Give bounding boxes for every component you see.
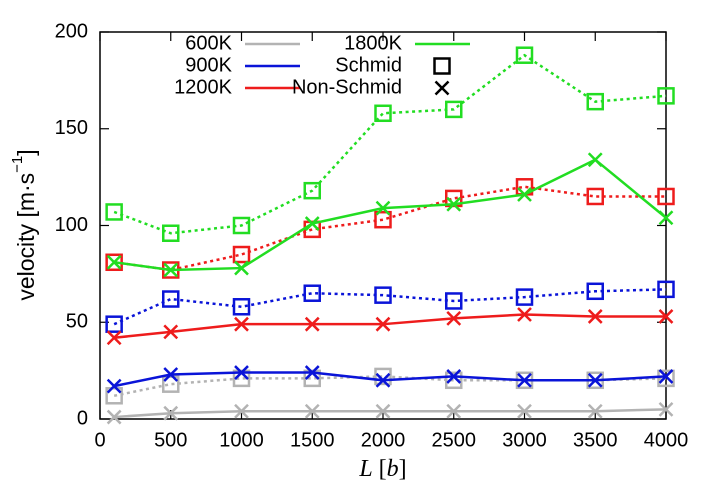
marker-square xyxy=(515,288,534,306)
x-tick-label: 500 xyxy=(154,429,187,451)
x-label-var: L xyxy=(358,456,372,482)
marker-cross xyxy=(234,316,249,332)
marker-cross xyxy=(163,324,179,340)
marker-square xyxy=(586,92,604,111)
marker-cross xyxy=(163,367,179,382)
marker-square xyxy=(162,290,180,308)
marker-cross xyxy=(446,310,462,326)
marker-cross xyxy=(234,260,249,276)
marker-square xyxy=(303,284,321,302)
y-label-sup: −1 xyxy=(9,156,26,173)
marker-cross xyxy=(106,254,122,270)
x-tick-label: 2500 xyxy=(432,429,477,451)
marker-cross xyxy=(375,403,391,419)
marker-cross xyxy=(375,200,391,216)
legend-label: 600K xyxy=(185,32,232,54)
marker-square xyxy=(445,100,463,119)
marker-cross xyxy=(434,80,450,96)
y-tick-label: 100 xyxy=(55,214,88,236)
marker-cross xyxy=(234,365,249,380)
x-label-unit: b xyxy=(387,456,399,482)
marker-cross xyxy=(658,369,674,384)
marker-square xyxy=(374,104,392,123)
marker-square xyxy=(433,57,451,75)
marker-cross xyxy=(375,372,391,388)
x-tick-label: 3000 xyxy=(502,429,547,451)
marker-square xyxy=(162,224,180,242)
x-tick-label: 3500 xyxy=(573,429,618,451)
legend-label: 1800K xyxy=(344,32,402,54)
y-tick-label: 150 xyxy=(55,117,88,139)
series-line xyxy=(113,185,666,272)
marker-cross xyxy=(375,316,391,332)
marker-square xyxy=(232,245,251,264)
marker-cross xyxy=(304,365,320,380)
marker-cross xyxy=(163,405,179,421)
x-label-close: ] xyxy=(399,456,407,482)
marker-cross xyxy=(587,152,603,168)
marker-square xyxy=(162,375,180,393)
marker-cross xyxy=(517,307,532,322)
y-label-text: velocity [m·s xyxy=(13,173,39,301)
legend-label: Non-Schmid xyxy=(292,76,402,98)
marker-cross xyxy=(163,262,179,278)
marker-cross xyxy=(587,372,603,388)
x-tick-label: 2000 xyxy=(361,429,406,451)
y-axis-label: velocity [m·s−1] xyxy=(9,149,39,300)
marker-cross xyxy=(106,378,122,394)
marker-square xyxy=(445,292,463,310)
series-line xyxy=(114,408,667,419)
x-tick-label: 0 xyxy=(94,429,105,451)
marker-square xyxy=(515,46,534,64)
marker-cross xyxy=(234,403,249,419)
marker-square xyxy=(374,286,392,304)
x-tick-label: 1500 xyxy=(290,429,335,451)
y-label-suffix: ] xyxy=(13,149,39,155)
marker-cross xyxy=(587,309,603,324)
marker-cross xyxy=(106,409,122,425)
marker-cross xyxy=(446,403,462,419)
marker-square xyxy=(657,187,675,206)
marker-square xyxy=(232,298,251,316)
marker-cross xyxy=(446,369,462,384)
marker-square xyxy=(374,367,392,386)
marker-square xyxy=(657,280,675,299)
marker-cross xyxy=(304,316,320,332)
x-label-open: [ xyxy=(373,456,387,482)
marker-cross xyxy=(304,216,320,231)
marker-square xyxy=(586,187,604,206)
marker-cross xyxy=(658,210,674,226)
marker-square xyxy=(657,369,675,388)
x-tick-label: 4000 xyxy=(644,429,689,451)
marker-cross xyxy=(517,372,532,388)
y-tick-label: 50 xyxy=(66,311,88,333)
marker-square xyxy=(445,371,463,390)
legend-label: 1200K xyxy=(174,76,232,98)
series-line xyxy=(113,288,667,326)
series-line xyxy=(114,313,666,339)
x-tick-label: 1000 xyxy=(219,429,264,451)
marker-cross xyxy=(658,309,674,324)
marker-cross xyxy=(446,196,462,212)
marker-square xyxy=(657,87,675,105)
marker-square xyxy=(232,216,251,235)
marker-cross xyxy=(517,403,532,419)
marker-square xyxy=(105,203,123,221)
marker-cross xyxy=(658,401,674,417)
y-tick-label: 200 xyxy=(55,20,88,42)
x-axis-label: L [b] xyxy=(358,456,406,482)
marker-cross xyxy=(587,403,603,419)
marker-square xyxy=(374,210,392,229)
marker-square xyxy=(586,282,604,301)
marker-square xyxy=(105,315,123,333)
legend-label: 900K xyxy=(185,54,232,76)
marker-square xyxy=(303,181,321,200)
marker-cross xyxy=(517,187,532,202)
marker-cross xyxy=(106,330,122,346)
marker-square xyxy=(105,387,123,405)
y-tick-label: 0 xyxy=(77,407,88,429)
legend-label: Schmid xyxy=(335,54,402,76)
marker-cross xyxy=(304,403,320,419)
